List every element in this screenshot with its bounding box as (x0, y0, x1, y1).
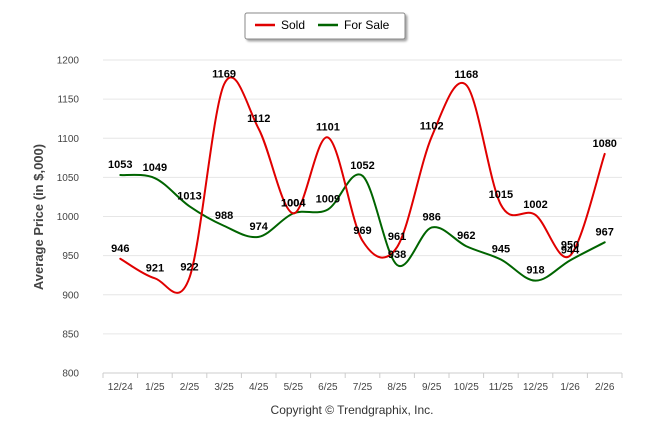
data-label-for-sale: 962 (457, 230, 475, 242)
legend-for-sale-label: For Sale (344, 18, 390, 32)
y-tick-label: 1150 (57, 95, 79, 106)
series-line-sold (119, 76, 606, 294)
x-tick-label: 7/25 (353, 382, 373, 393)
y-tick-label: 850 (62, 329, 79, 340)
data-label-for-sale: 1009 (316, 193, 340, 205)
x-tick-label: 2/25 (180, 382, 200, 393)
series-line-for-sale (119, 173, 606, 282)
data-label-sold: 1080 (592, 138, 616, 150)
data-label-for-sale: 1052 (350, 160, 374, 172)
x-tick-label: 1/26 (560, 382, 580, 393)
y-axis-title: Average Price (in $,000) (31, 144, 46, 290)
y-tick-label: 1200 (57, 56, 80, 67)
x-tick-label: 2/26 (595, 382, 615, 393)
data-label-sold: 1004 (281, 197, 306, 209)
y-tick-label: 950 (62, 251, 79, 262)
x-tick-label: 11/25 (489, 382, 514, 393)
x-tick-label: 3/25 (214, 382, 234, 393)
legend-sold-label: Sold (281, 18, 305, 32)
x-axis-ticks: 12/24 1/25 2/25 3/25 4/25 5/25 6/25 7/25 8/25 9/2… (102, 373, 623, 393)
data-label-for-sale: 944 (561, 244, 580, 256)
legend: Sold For Sale (244, 12, 406, 40)
data-label-sold: 1102 (420, 121, 444, 133)
y-axis-ticks: 800 850 900 950 1000 1050 1100 1150 1200 (57, 56, 80, 380)
x-tick-label: 10/25 (454, 382, 479, 393)
grid-lines (103, 59, 622, 374)
x-tick-label: 12/25 (523, 382, 548, 393)
data-label-for-sale: 974 (250, 221, 269, 233)
y-tick-label: 1050 (57, 173, 80, 184)
x-tick-label: 1/25 (145, 382, 165, 393)
data-label-sold: 1168 (454, 69, 478, 81)
data-label-sold: 1112 (247, 113, 270, 125)
data-label-sold: 961 (388, 231, 406, 243)
data-label-sold: 1015 (489, 189, 513, 201)
x-tick-label: 8/25 (387, 382, 407, 393)
y-tick-label: 1000 (57, 212, 80, 223)
x-tick-label: 6/25 (318, 382, 338, 393)
y-tick-label: 900 (62, 290, 79, 301)
y-tick-label: 800 (62, 369, 79, 380)
x-tick-label: 12/24 (108, 382, 133, 393)
x-tick-label: 9/25 (422, 382, 442, 393)
data-label-for-sale: 988 (215, 210, 233, 222)
copyright-text: Copyright © Trendgraphix, Inc. (271, 403, 434, 417)
y-tick-label: 1100 (57, 134, 79, 145)
data-label-for-sale: 986 (423, 211, 441, 223)
data-label-for-sale: 1004 (281, 197, 306, 209)
data-labels: 1053 1049 1013 988 974 1004 1009 1052 938 986 962 9… (108, 68, 617, 276)
data-label-sold: 946 (111, 243, 129, 255)
series-lines (119, 76, 606, 294)
data-label-for-sale: 938 (388, 249, 406, 261)
data-label-sold: 950 (561, 240, 579, 252)
x-tick-label: 5/25 (284, 382, 304, 393)
data-label-for-sale: 1053 (108, 159, 132, 171)
data-label-for-sale: 918 (526, 265, 544, 277)
data-label-sold: 922 (180, 262, 198, 274)
data-label-for-sale: 967 (596, 226, 614, 238)
data-label-for-sale: 1013 (177, 190, 201, 202)
data-label-for-sale: 945 (492, 244, 510, 256)
data-label-for-sale: 1049 (143, 162, 167, 174)
data-label-sold: 1169 (212, 68, 236, 80)
data-label-sold: 921 (146, 262, 164, 274)
data-label-sold: 969 (353, 225, 371, 237)
x-tick-label: 4/25 (249, 382, 269, 393)
data-label-sold: 1002 (523, 199, 547, 211)
data-label-sold: 1101 (316, 121, 340, 133)
